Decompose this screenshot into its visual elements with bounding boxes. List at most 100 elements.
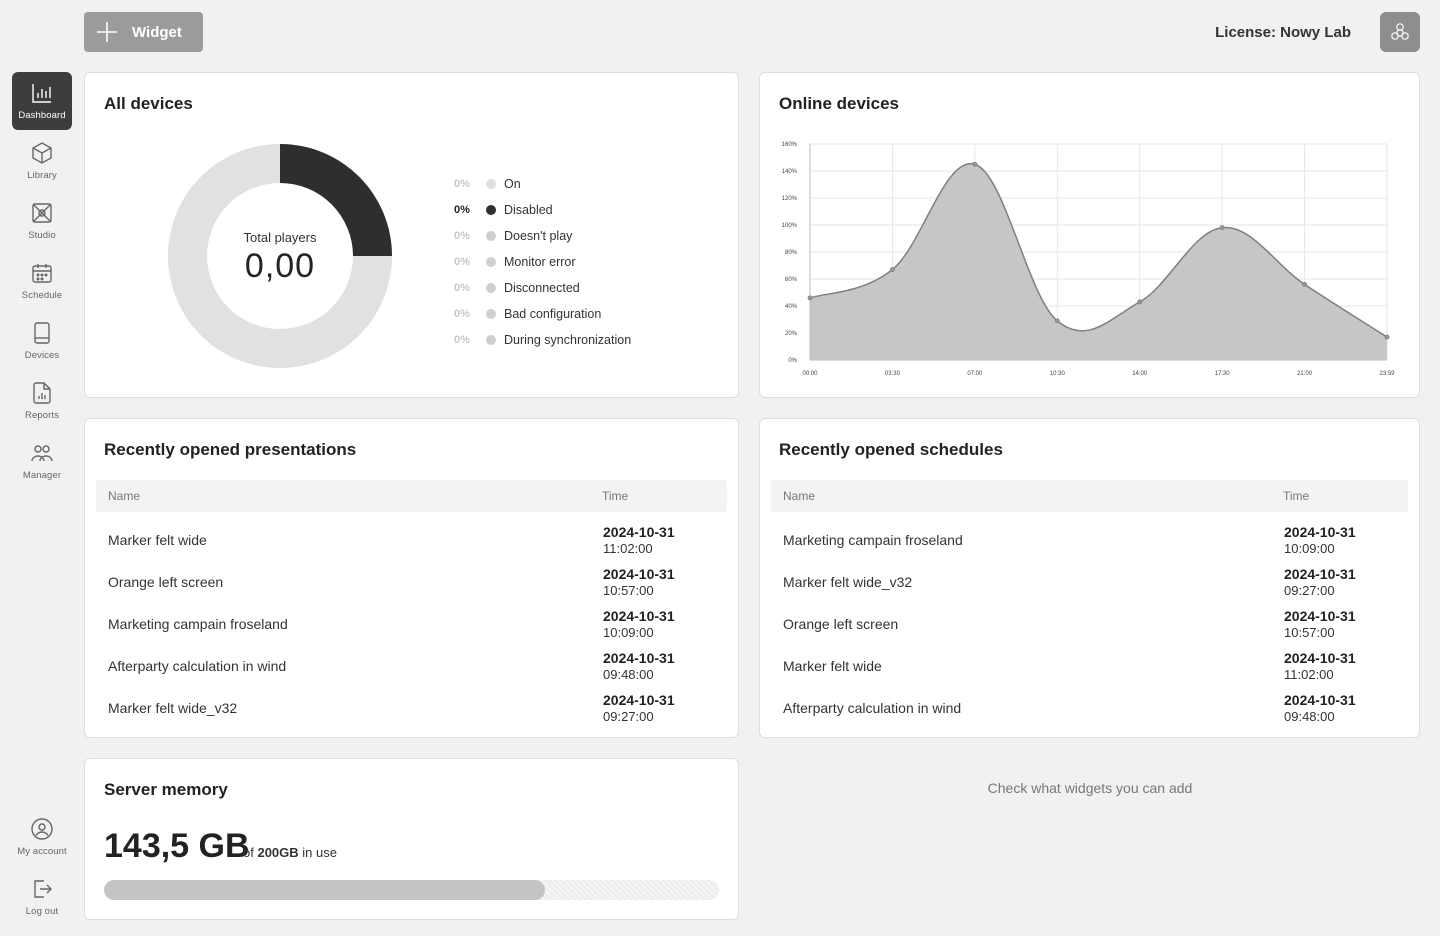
sidebar-item-library[interactable]: Library (12, 132, 72, 190)
sidebar-item-log-out[interactable]: Log out (12, 868, 72, 926)
tablet-icon (34, 322, 50, 344)
devices-donut-chart (168, 144, 392, 368)
legend-dot (486, 205, 496, 215)
row-time: 11:02:00 (603, 541, 653, 556)
legend-item: 0% On (454, 171, 631, 197)
donut-center: Total players 0,00 (167, 143, 393, 369)
data-point (1054, 318, 1060, 324)
total-players-value: 0,00 (244, 247, 316, 285)
row-name: Marker felt wide_v32 (783, 574, 913, 590)
user-circle-icon (31, 818, 53, 840)
sidebar-item-reports[interactable]: Reports (12, 372, 72, 430)
row-name: Marketing campain froseland (783, 532, 963, 548)
legend-dot (486, 179, 496, 189)
calendar-icon (32, 264, 52, 283)
legend-item: 0% Bad configuration (454, 301, 631, 327)
users-icon (31, 445, 53, 462)
sidebar-item-my-account[interactable]: My account (12, 808, 72, 866)
box-icon (32, 142, 52, 164)
y-tick-label: 40% (785, 304, 798, 310)
y-tick-label: 100% (782, 223, 798, 229)
table-row[interactable]: Orange left screen 2024-10-31 10:57:00 (96, 562, 727, 604)
all-devices-title: All devices (104, 94, 193, 113)
row-time: 09:27:00 (603, 709, 654, 724)
table-row[interactable]: Marker felt wide_v32 2024-10-31 09:27:00 (771, 562, 1408, 604)
schedules-card: Recently opened schedules Name Time Mark… (759, 418, 1420, 738)
sidebar-item-schedule[interactable]: Schedule (12, 252, 72, 310)
memory-used-value: 143,5 GB (104, 827, 250, 865)
legend-label: Monitor error (504, 255, 576, 269)
sidebar-item-label: Studio (28, 230, 56, 241)
row-name: Orange left screen (108, 574, 224, 590)
sidebar-item-label: Log out (25, 906, 59, 917)
data-point (807, 295, 813, 301)
online-devices-title: Online devices (779, 94, 899, 113)
add-widget-button[interactable]: Widget (84, 12, 203, 52)
row-date: 2024-10-31 (603, 566, 675, 582)
online-devices-card: Online devices 0% 20% 40% 60% 80% 100% 120% 140… (759, 72, 1420, 398)
legend-dot (486, 309, 496, 319)
table-row[interactable]: Marketing campain froseland 2024-10-31 1… (771, 520, 1408, 562)
row-name: Marker felt wide (108, 532, 207, 548)
legend-percent: 0% (454, 282, 470, 294)
x-tick-label: 03:30 (885, 371, 901, 377)
legend-item: 0% Disabled (454, 197, 631, 223)
sidebar: Dashboard Library Studio Schedule Device… (0, 0, 84, 936)
row-time: 10:09:00 (1284, 541, 1335, 556)
sidebar-item-manager[interactable]: Manager (12, 432, 72, 490)
row-time: 09:48:00 (603, 667, 654, 682)
y-tick-label: 80% (785, 250, 798, 256)
plus-icon (97, 22, 117, 42)
column-name: Name (783, 489, 816, 503)
sidebar-item-label: Dashboard (18, 110, 66, 121)
legend-label: On (504, 177, 521, 191)
series-line (809, 163, 1388, 338)
legend-label: Doesn't play (504, 229, 573, 243)
all-devices-card: All devices Total players 0,00 0% On 0% Di… (84, 72, 739, 398)
sidebar-item-label: Reports (25, 410, 59, 421)
table-row[interactable]: Marketing campain froseland 2024-10-31 1… (96, 604, 727, 646)
row-time: 10:57:00 (1284, 625, 1335, 640)
sidebar-item-label: Manager (22, 470, 62, 481)
report-icon (33, 382, 51, 404)
area-fill (810, 163, 1387, 360)
legend-dot (486, 335, 496, 345)
license-label: License: Nowy Lab (1215, 24, 1351, 41)
legend-dot (486, 283, 496, 293)
data-point (1137, 299, 1143, 305)
sidebar-item-label: Library (27, 170, 57, 181)
column-time: Time (1283, 489, 1310, 503)
legend-dot (486, 231, 496, 241)
sidebar-item-studio[interactable]: Studio (12, 192, 72, 250)
memory-progress-bar (104, 880, 719, 900)
table-row[interactable]: Afterparty calculation in wind 2024-10-3… (771, 688, 1408, 730)
table-header: Name Time (771, 480, 1408, 512)
legend-item: 0% Monitor error (454, 249, 631, 275)
check-widgets-link[interactable]: Check what widgets you can add (987, 780, 1193, 796)
row-date: 2024-10-31 (1284, 650, 1356, 666)
sidebar-item-label: Schedule (21, 290, 63, 301)
legend-percent: 0% (454, 178, 470, 190)
table-row[interactable]: Orange left screen 2024-10-31 10:57:00 (771, 604, 1408, 646)
organization-button[interactable] (1380, 12, 1420, 52)
row-time: 11:02:00 (1284, 667, 1334, 682)
x-tick-label: 17:30 (1215, 371, 1231, 377)
sidebar-item-dashboard[interactable]: Dashboard (12, 72, 72, 130)
column-name: Name (108, 489, 141, 503)
row-date: 2024-10-31 (1284, 524, 1356, 540)
legend-dot (486, 257, 496, 267)
row-name: Orange left screen (783, 616, 899, 632)
row-date: 2024-10-31 (603, 650, 675, 666)
row-name: Afterparty calculation in wind (108, 658, 287, 674)
row-date: 2024-10-31 (603, 692, 675, 708)
table-row[interactable]: Marker felt wide 2024-10-31 11:02:00 (96, 520, 727, 562)
sidebar-item-devices[interactable]: Devices (12, 312, 72, 370)
row-date: 2024-10-31 (603, 608, 675, 624)
legend-item: 0% During synchronization (454, 327, 631, 353)
donut-slice-disabled (280, 144, 392, 256)
online-devices-chart: 0% 20% 40% 60% 80% 100% 120% 140% 160% 00:00 03:30… (782, 142, 1396, 377)
row-time: 09:48:00 (1284, 709, 1335, 724)
table-row[interactable]: Marker felt wide 2024-10-31 11:02:00 (771, 646, 1408, 688)
table-row[interactable]: Marker felt wide_v32 2024-10-31 09:27:00 (96, 688, 727, 730)
table-row[interactable]: Afterparty calculation in wind 2024-10-3… (96, 646, 727, 688)
